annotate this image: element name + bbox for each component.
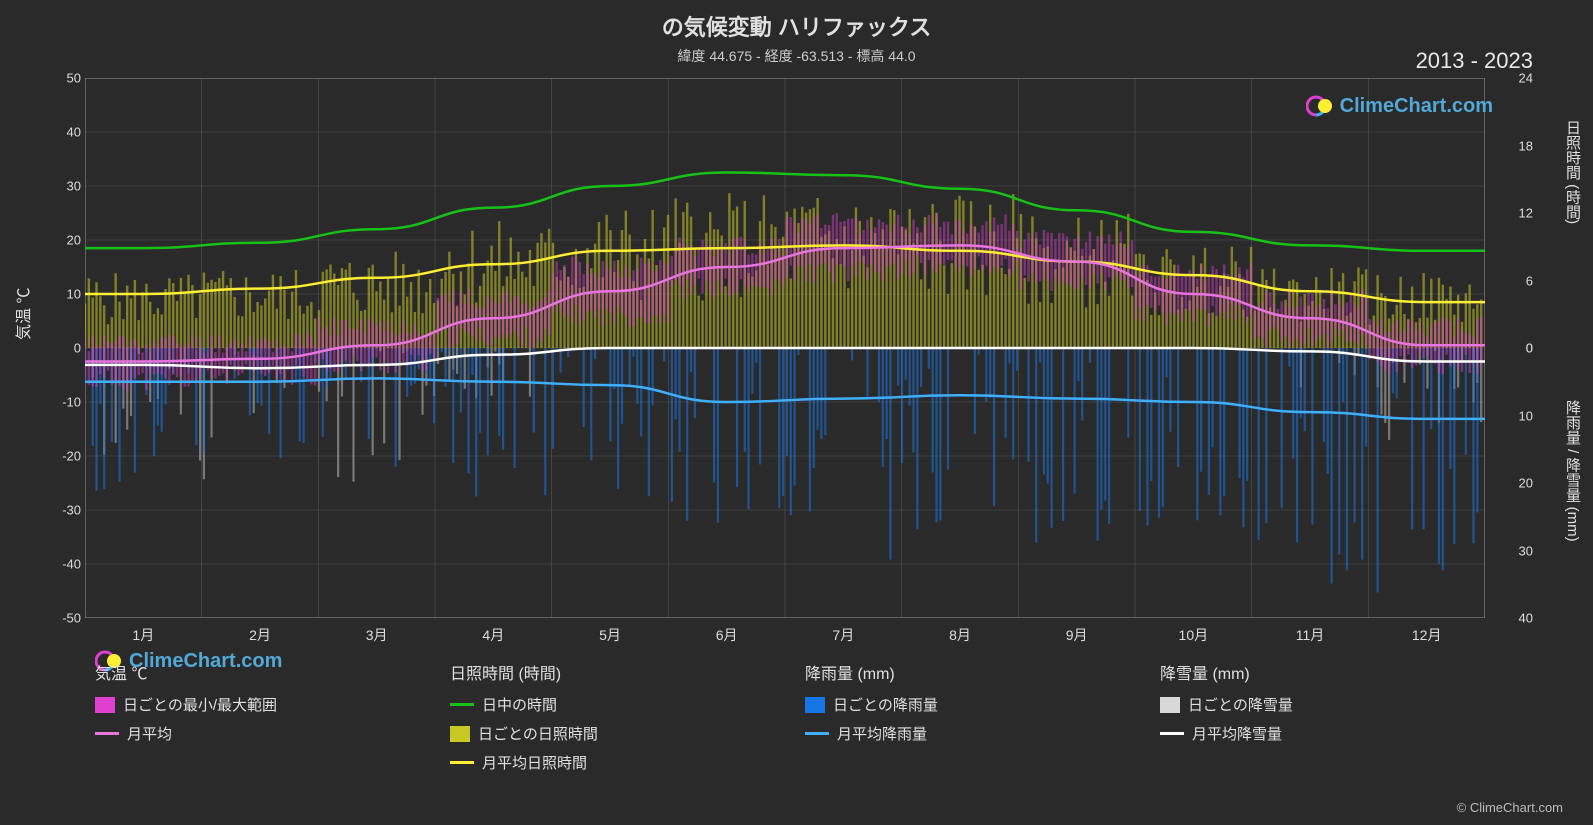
ytick-right-bottom: 40 (1519, 611, 1533, 626)
ytick-left: -10 (55, 395, 81, 410)
ytick-left: 10 (55, 287, 81, 302)
legend-label: 日ごとの日照時間 (478, 723, 598, 744)
plot-area (85, 78, 1485, 618)
legend-header: 日照時間 (時間) (450, 660, 805, 684)
xtick-month: 5月 (599, 625, 621, 645)
ytick-right-top: 18 (1519, 138, 1533, 153)
ytick-right-top: 6 (1526, 273, 1533, 288)
xtick-month: 9月 (1066, 625, 1088, 645)
legend-header: 降雨量 (mm) (805, 660, 1160, 684)
ytick-left: -20 (55, 449, 81, 464)
legend-swatch (95, 732, 119, 735)
axis-label-right-top: 日照時間 (時間) (1562, 120, 1583, 224)
ytick-right-top: 12 (1519, 206, 1533, 221)
legend-col-rain: 降雨量 (mm) 日ごとの降雨量月平均降雨量 (805, 660, 1160, 781)
legend-swatch (450, 703, 474, 706)
ytick-right-bottom: 0 (1526, 341, 1533, 356)
legend-swatch (450, 761, 474, 764)
legend-label: 月平均 (127, 723, 172, 744)
legend-item: 月平均降雨量 (805, 723, 1160, 744)
legend-item: 日ごとの最小/最大範囲 (95, 694, 450, 715)
legend-col-sunshine: 日照時間 (時間) 日中の時間日ごとの日照時間月平均日照時間 (450, 660, 805, 781)
axis-label-right-bottom: 降雨量 / 降雪量 (mm) (1562, 400, 1583, 542)
legend: 気温 ℃ 日ごとの最小/最大範囲月平均 日照時間 (時間) 日中の時間日ごとの日照時間… (95, 660, 1515, 781)
legend-label: 月平均日照時間 (482, 752, 587, 773)
legend-item: 月平均降雪量 (1160, 723, 1515, 744)
xtick-month: 12月 (1412, 625, 1442, 645)
xtick-month: 2月 (249, 625, 271, 645)
legend-col-temp: 気温 ℃ 日ごとの最小/最大範囲月平均 (95, 660, 450, 781)
legend-label: 日ごとの最小/最大範囲 (123, 694, 277, 715)
legend-label: 日ごとの降雪量 (1188, 694, 1293, 715)
legend-swatch (805, 697, 825, 713)
legend-header: 降雪量 (mm) (1160, 660, 1515, 684)
axis-label-left: 気温 ℃ (10, 288, 34, 340)
legend-item: 月平均 (95, 723, 450, 744)
legend-item: 日ごとの降雪量 (1160, 694, 1515, 715)
legend-item: 日ごとの降雨量 (805, 694, 1160, 715)
legend-item: 月平均日照時間 (450, 752, 805, 773)
ytick-right-bottom: 30 (1519, 543, 1533, 558)
watermark-top: ClimeChart.com (1306, 92, 1493, 125)
legend-item: 日中の時間 (450, 694, 805, 715)
chart-container: の気候変動 ハリファックス 緯度 44.675 - 経度 -63.513 - 標… (0, 0, 1593, 825)
xtick-month: 10月 (1179, 625, 1209, 645)
legend-label: 月平均降雨量 (837, 723, 927, 744)
chart-subtitle: 緯度 44.675 - 経度 -63.513 - 標高 44.0 (0, 46, 1593, 66)
ytick-left: 40 (55, 125, 81, 140)
legend-swatch (450, 726, 470, 742)
legend-col-snow: 降雪量 (mm) 日ごとの降雪量月平均降雪量 (1160, 660, 1515, 781)
credit: © ClimeChart.com (1457, 800, 1563, 815)
xtick-month: 1月 (132, 625, 154, 645)
ytick-left: -40 (55, 557, 81, 572)
ytick-left: 20 (55, 233, 81, 248)
xtick-month: 6月 (716, 625, 738, 645)
legend-header: 気温 ℃ (95, 660, 450, 684)
ytick-left: -30 (55, 503, 81, 518)
legend-swatch (95, 697, 115, 713)
xtick-month: 8月 (949, 625, 971, 645)
legend-label: 日ごとの降雨量 (833, 694, 938, 715)
xtick-month: 3月 (366, 625, 388, 645)
logo-icon (1306, 92, 1334, 120)
ytick-right-top: 24 (1519, 71, 1533, 86)
years-range: 2013 - 2023 (1416, 48, 1533, 74)
ytick-left: 50 (55, 71, 81, 86)
legend-swatch (1160, 697, 1180, 713)
xtick-month: 4月 (482, 625, 504, 645)
ytick-left: 0 (55, 341, 81, 356)
legend-label: 月平均降雪量 (1192, 723, 1282, 744)
legend-label: 日中の時間 (482, 694, 557, 715)
xtick-month: 11月 (1296, 625, 1325, 645)
ytick-left: 30 (55, 179, 81, 194)
ytick-right-bottom: 20 (1519, 476, 1533, 491)
watermark-text: ClimeChart.com (1340, 95, 1493, 118)
chart-title: の気候変動 ハリファックス (0, 0, 1593, 42)
ytick-left: -50 (55, 611, 81, 626)
xtick-month: 7月 (832, 625, 854, 645)
ytick-right-bottom: 10 (1519, 408, 1533, 423)
legend-item: 日ごとの日照時間 (450, 723, 805, 744)
legend-swatch (805, 732, 829, 735)
legend-swatch (1160, 732, 1184, 735)
